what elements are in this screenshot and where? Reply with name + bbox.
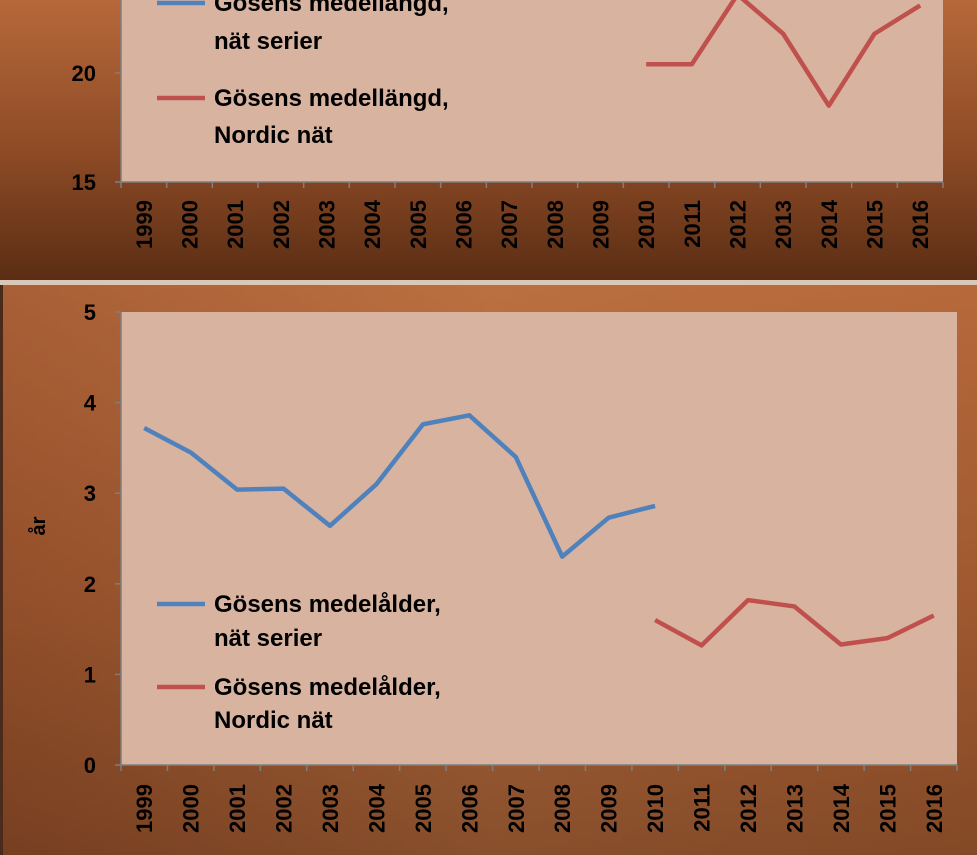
- legend-label: nät serier: [214, 625, 322, 652]
- x-tick-label: 2015: [875, 784, 900, 833]
- legend-label: Gösens medellängd,: [214, 85, 449, 112]
- x-tick-label: 2016: [908, 200, 933, 249]
- x-tick-label: 2013: [771, 200, 796, 249]
- y-tick-label: 20: [72, 61, 96, 86]
- x-tick-label: 2008: [550, 784, 575, 833]
- y-tick-label: 3: [84, 481, 96, 506]
- x-tick-label: 2004: [364, 783, 389, 833]
- x-tick-label: 2006: [452, 200, 477, 249]
- x-tick-label: 2003: [318, 784, 343, 833]
- x-tick-label: 2002: [269, 200, 294, 249]
- legend-label: Gösens medellängd,: [214, 0, 449, 17]
- chart-panel-length: 15 20 1999 2000 2001 2002 2003 2004 2005 2006 2007…: [72, 0, 944, 249]
- x-tick-label: 2007: [504, 784, 529, 833]
- x-tick-label: 2007: [497, 200, 522, 249]
- frame-divider: [0, 280, 977, 285]
- x-tick-label: 2012: [736, 784, 761, 833]
- series-line-nordic-nat: [654, 597, 935, 648]
- plot-area: [121, 0, 943, 182]
- series-line-nat-serier: [143, 413, 656, 559]
- x-tick-label: 2003: [315, 200, 340, 249]
- x-tick-label: 2004: [360, 199, 385, 249]
- legend-label: Nordic nät: [214, 707, 333, 734]
- x-tick-label: 2006: [457, 784, 482, 833]
- x-tick-label: 2013: [782, 784, 807, 833]
- x-tick-label: 2010: [634, 200, 659, 249]
- x-tick-label: 2009: [597, 784, 622, 833]
- x-tick-label: 2015: [863, 200, 888, 249]
- x-tick-label: 2011: [690, 784, 715, 832]
- y-tick-label: 5: [84, 300, 96, 325]
- x-tick-label: 2001: [223, 200, 248, 249]
- x-tick-label: 2002: [272, 784, 297, 833]
- x-tick-label: 2005: [406, 200, 431, 249]
- x-tick-label: 2010: [643, 784, 668, 833]
- x-tick-label: 2000: [179, 784, 204, 833]
- chart-panel-age: 0 1 2 3 4 5 1999 2000 2001 2002 2003 2004 2005 2006 20…: [27, 300, 958, 833]
- legend-label: nät serier: [214, 28, 322, 55]
- x-tick-label: 2012: [726, 200, 751, 249]
- y-tick-label: 15: [72, 170, 96, 195]
- x-tick-label: 2014: [829, 783, 854, 833]
- y-tick-label: 4: [84, 391, 97, 416]
- x-tick-label: 2009: [589, 200, 614, 249]
- x-tick-label: 2001: [225, 784, 250, 833]
- y-axis-title: år: [27, 516, 50, 535]
- x-tick-label: 2000: [178, 200, 203, 249]
- x-tick-label: 2005: [411, 784, 436, 833]
- plot-area: [121, 312, 957, 765]
- y-tick-label: 1: [84, 662, 96, 687]
- y-tick-label: 2: [84, 572, 96, 597]
- x-tick-label: 1999: [132, 784, 157, 833]
- series-line-nordic-nat: [646, 0, 922, 108]
- x-tick-label: 2008: [543, 200, 568, 249]
- x-tick-label: 2011: [680, 200, 705, 248]
- x-tick-label: 1999: [132, 200, 157, 249]
- x-tick-label: 2016: [922, 784, 947, 833]
- y-tick-label: 0: [84, 753, 96, 778]
- legend-label: Gösens medelålder,: [214, 591, 441, 618]
- x-tick-label: 2014: [817, 199, 842, 249]
- legend-label: Nordic nät: [214, 122, 333, 149]
- legend-label: Gösens medelålder,: [214, 674, 441, 701]
